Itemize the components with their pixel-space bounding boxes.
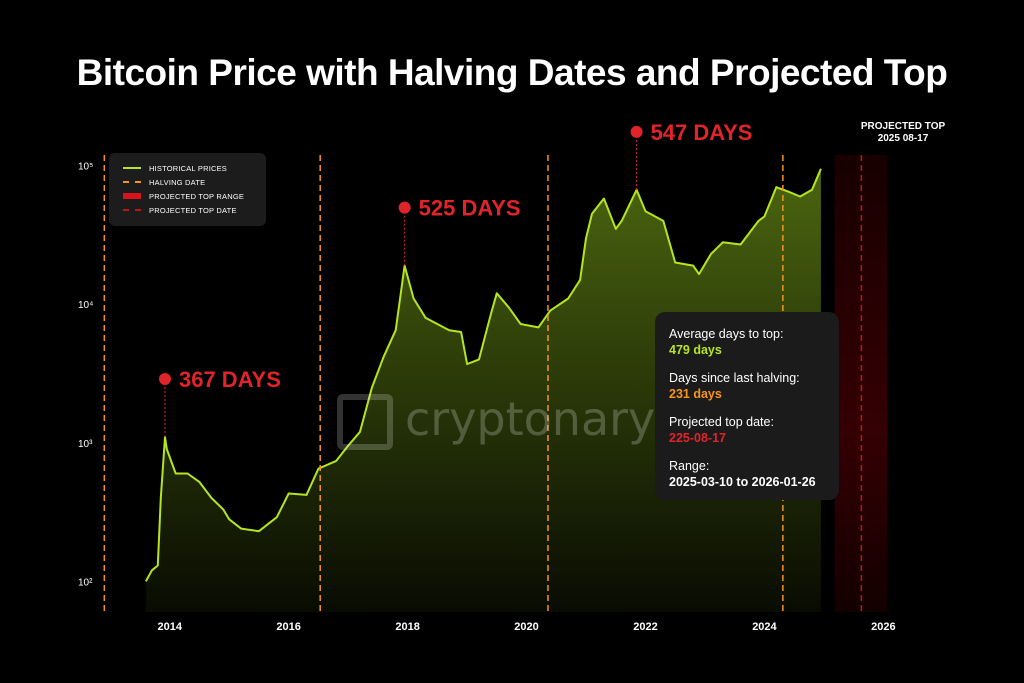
- projected-top-range-band: [834, 155, 888, 612]
- projected-date-value: 225-08-17: [669, 431, 726, 445]
- x-tick-label-2: 2018: [395, 621, 419, 633]
- x-tick-label-4: 2022: [633, 621, 657, 633]
- avg-days-value: 479 days: [669, 343, 722, 357]
- x-tick-label-3: 2020: [514, 621, 538, 633]
- watermark-text: cryptonary: [405, 392, 656, 446]
- avg-days-label: Average days to top:: [669, 327, 784, 341]
- annotation-dot-2: [630, 125, 643, 138]
- halving-dash-swatch: [123, 181, 141, 183]
- legend-item-halving: HALVING DATE: [123, 176, 205, 188]
- y-tick-label-3: 10⁵: [78, 162, 93, 173]
- projected-top-label-line1: PROJECTED TOP: [860, 121, 946, 132]
- annotation-label-0: 367 DAYS: [179, 367, 281, 392]
- legend: HISTORICAL PRICES HALVING DATE PROJECTED…: [109, 153, 266, 226]
- range-value: 2025-03-10 to 2026-01-26: [669, 475, 816, 489]
- x-tick-label-6: 2026: [871, 621, 895, 633]
- since-halving-value: 231 days: [669, 387, 722, 401]
- range-label: Range:: [669, 459, 710, 473]
- legend-item-range: PROJECTED TOP RANGE: [123, 190, 244, 202]
- y-tick-label-0: 10²: [78, 577, 93, 588]
- annotation-label-1: 525 DAYS: [419, 196, 521, 221]
- price-area-fill: [145, 168, 821, 613]
- info-panel: Average days to top: 479 days Days since…: [655, 312, 839, 500]
- projected-top-label-line2: 2025 08-17: [877, 133, 929, 144]
- legend-item-topdate: PROJECTED TOP DATE: [123, 204, 237, 216]
- projected-date-label: Projected top date:: [669, 415, 774, 429]
- annotation-dot-0: [158, 373, 171, 386]
- price-line: [145, 168, 822, 582]
- topdate-dash-swatch: [123, 209, 141, 211]
- chart-title: Bitcoin Price with Halving Dates and Pro…: [76, 52, 948, 93]
- range-box-swatch: [123, 193, 141, 199]
- annotation-label-2: 547 DAYS: [651, 120, 753, 145]
- projected-top-label: PROJECTED TOP 2025 08-17: [846, 121, 960, 145]
- annotation-dot-1: [398, 201, 411, 214]
- y-tick-label-1: 10³: [78, 439, 93, 450]
- since-halving-label: Days since last halving:: [669, 371, 800, 385]
- x-tick-label-1: 2016: [276, 621, 300, 633]
- x-tick-label-0: 2014: [157, 621, 182, 633]
- y-tick-label-2: 10⁴: [78, 300, 93, 311]
- price-line-swatch: [123, 167, 141, 169]
- legend-item-price: HISTORICAL PRICES: [123, 162, 227, 174]
- watermark-logo-icon: [337, 394, 393, 450]
- x-tick-label-5: 2024: [752, 621, 777, 633]
